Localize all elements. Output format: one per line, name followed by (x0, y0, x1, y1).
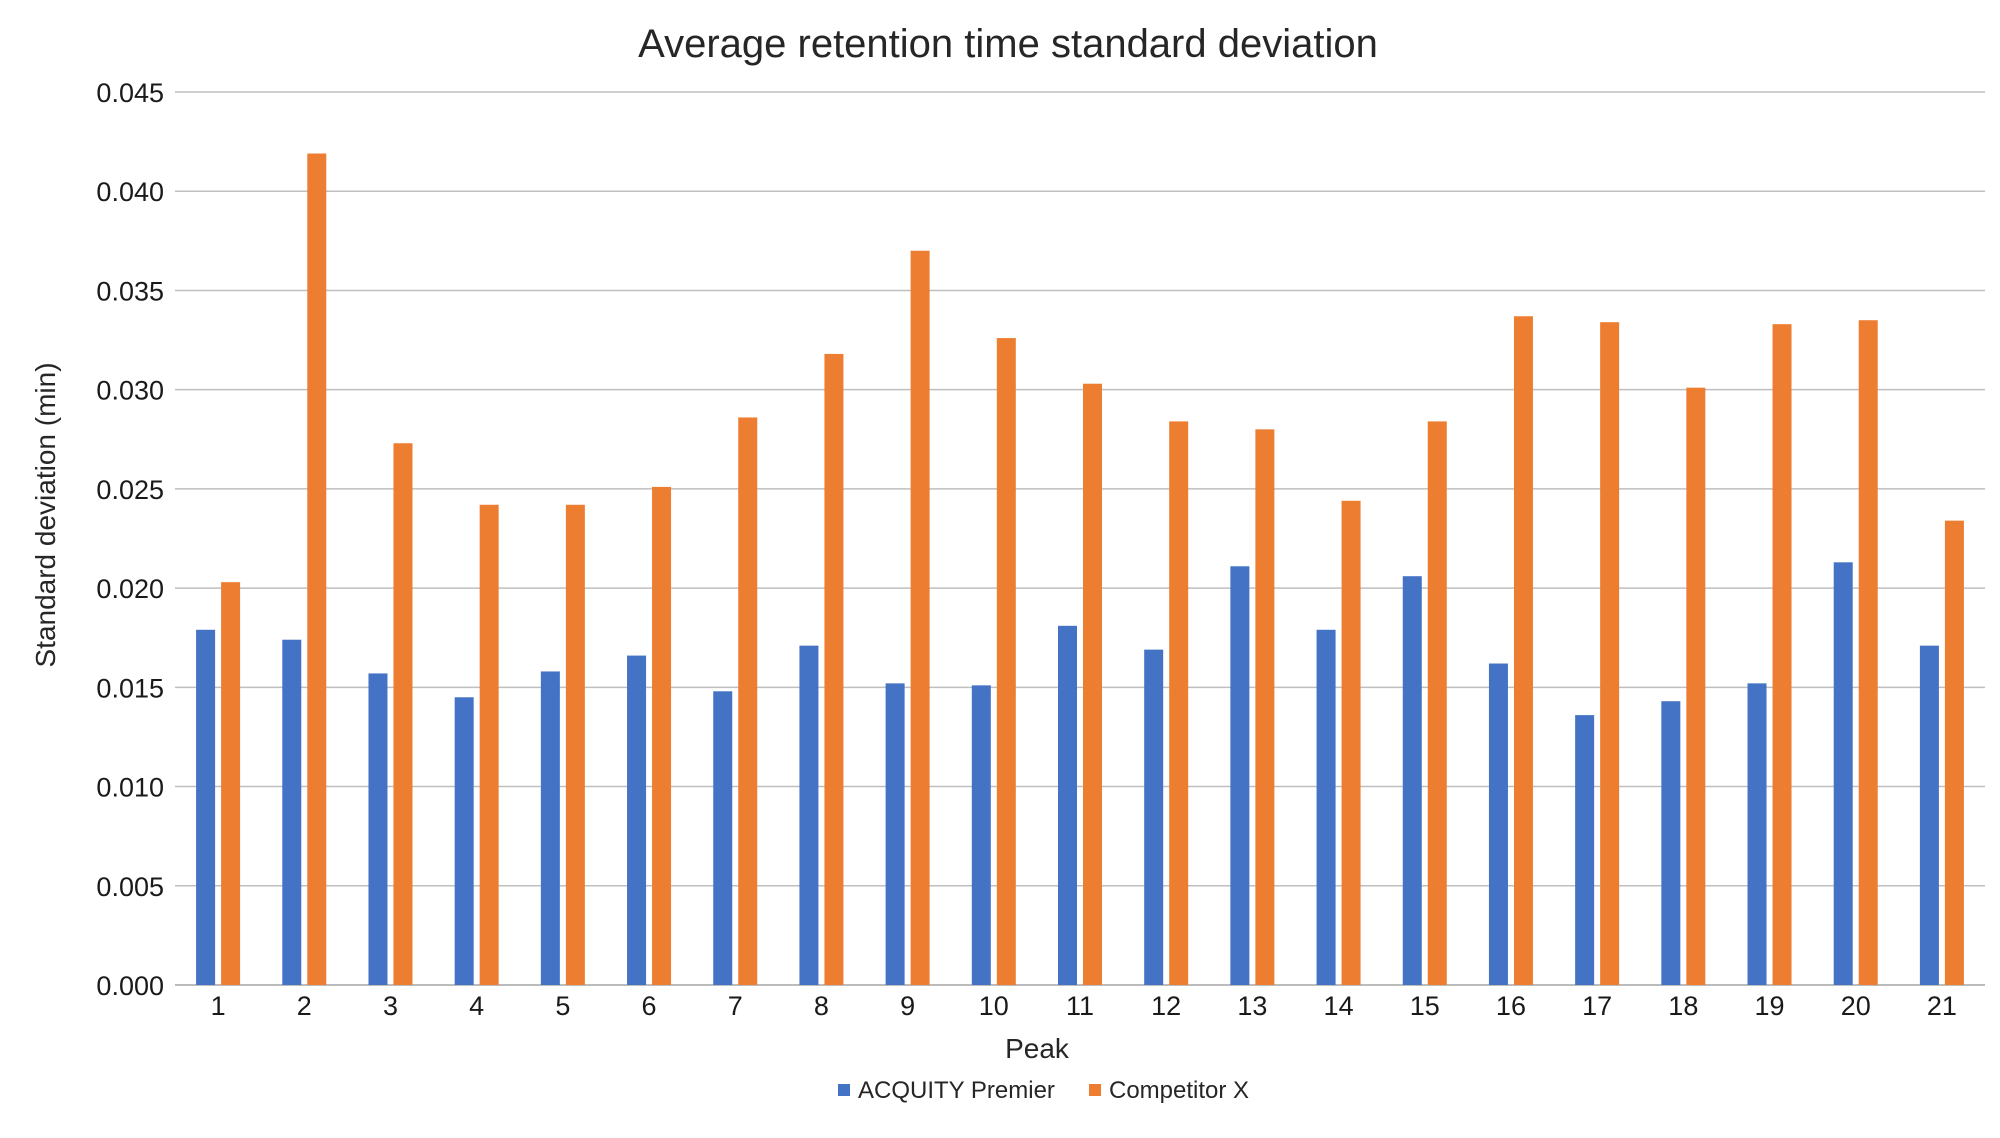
bar-competitor-x-peak-9 (910, 250, 930, 985)
x-tick-label: 14 (1324, 991, 1354, 1021)
bar-competitor-x-peak-16 (1513, 316, 1533, 986)
legend-label: Competitor X (1109, 1077, 1249, 1104)
bar-competitor-x-peak-18 (1686, 387, 1706, 985)
bar-competitor-x-peak-4 (479, 504, 499, 985)
x-tick-label: 3 (383, 991, 398, 1021)
bar-acquity-premier-peak-1 (196, 629, 216, 985)
x-tick-label: 6 (642, 991, 657, 1021)
bar-competitor-x-peak-1 (221, 582, 241, 985)
bar-competitor-x-peak-13 (1255, 429, 1275, 985)
x-axis-label: Peak (1005, 1033, 1070, 1064)
bar-competitor-x-peak-6 (652, 486, 672, 985)
x-tick-label: 15 (1410, 991, 1440, 1021)
bar-acquity-premier-peak-12 (1144, 649, 1164, 985)
bar-acquity-premier-peak-8 (799, 645, 819, 985)
bar-acquity-premier-peak-17 (1575, 715, 1595, 985)
x-tick-label: 18 (1668, 991, 1698, 1021)
bar-competitor-x-peak-20 (1858, 320, 1878, 985)
bar-acquity-premier-peak-9 (885, 683, 905, 985)
y-tick-label: 0.045 (96, 78, 164, 108)
x-tick-label: 2 (297, 991, 312, 1021)
x-tick-label: 10 (979, 991, 1009, 1021)
x-tick-label: 12 (1151, 991, 1181, 1021)
x-tick-label: 8 (814, 991, 829, 1021)
y-tick-label: 0.005 (96, 872, 164, 902)
bar-acquity-premier-peak-15 (1402, 576, 1422, 985)
y-tick-label: 0.000 (96, 971, 164, 1001)
x-axis-ticks: 1 2 3 4 5 6 7 8 9 10 11 12 13 14 15 16 17 18 19 20 21 (211, 991, 1957, 1021)
bar-acquity-premier-peak-16 (1488, 663, 1508, 985)
x-tick-label: 16 (1496, 991, 1526, 1021)
bar-competitor-x-peak-21 (1944, 520, 1964, 985)
bar-acquity-premier-peak-2 (282, 639, 302, 985)
x-tick-label: 21 (1927, 991, 1957, 1021)
bar-acquity-premier-peak-6 (627, 655, 647, 985)
bar-competitor-x-peak-11 (1083, 383, 1102, 985)
bar-competitor-x-peak-17 (1600, 322, 1620, 985)
y-tick-label: 0.030 (96, 376, 164, 406)
bar-acquity-premier-peak-7 (713, 691, 733, 985)
bar-acquity-premier-peak-13 (1230, 566, 1250, 985)
x-tick-label: 11 (1066, 991, 1094, 1021)
chart-title: Average retention time standard deviatio… (638, 22, 1378, 66)
bar-competitor-x-peak-19 (1772, 324, 1792, 985)
x-tick-label: 7 (728, 991, 743, 1021)
x-tick-label: 13 (1237, 991, 1267, 1021)
bar-acquity-premier-peak-3 (368, 673, 388, 985)
bar-acquity-premier-peak-20 (1833, 562, 1853, 985)
y-tick-label: 0.025 (96, 475, 164, 505)
x-tick-label: 4 (469, 991, 484, 1021)
bar-acquity-premier-peak-14 (1316, 629, 1336, 985)
bar-acquity-premier-peak-21 (1919, 645, 1939, 985)
bar-competitor-x-peak-12 (1169, 421, 1189, 985)
gridlines (175, 91, 1985, 986)
legend-swatch (838, 1084, 850, 1096)
y-tick-label: 0.010 (96, 773, 164, 803)
legend-label: ACQUITY Premier (858, 1077, 1055, 1104)
bar-competitor-x-peak-7 (738, 417, 758, 986)
bar-acquity-premier-peak-10 (971, 685, 991, 985)
bar-competitor-x-peak-2 (307, 153, 327, 986)
bar-acquity-premier-peak-5 (540, 671, 560, 985)
legend: ACQUITY Premier Competitor X (838, 1077, 1249, 1104)
bar-competitor-x-peak-8 (824, 353, 844, 985)
y-tick-label: 0.035 (96, 276, 164, 306)
bar-acquity-premier-peak-19 (1747, 683, 1767, 985)
y-axis-label: Standard deviation (min) (30, 362, 61, 667)
bars (196, 153, 1964, 986)
x-tick-label: 9 (900, 991, 915, 1021)
y-tick-label: 0.020 (96, 574, 164, 604)
bar-competitor-x-peak-14 (1341, 500, 1361, 985)
x-tick-label: 1 (211, 991, 226, 1021)
y-tick-label: 0.040 (96, 177, 164, 207)
x-tick-label: 5 (555, 991, 570, 1021)
bar-acquity-premier-peak-11 (1058, 625, 1077, 985)
bar-competitor-x-peak-15 (1427, 421, 1447, 985)
bar-competitor-x-peak-3 (393, 443, 413, 985)
bar-competitor-x-peak-10 (996, 338, 1016, 985)
legend-swatch (1089, 1084, 1101, 1096)
x-tick-label: 19 (1755, 991, 1785, 1021)
y-axis-ticks: 0.000 0.005 0.010 0.015 0.020 0.025 0.030 0.035… (96, 78, 164, 1001)
bar-acquity-premier-peak-4 (454, 697, 474, 985)
y-tick-label: 0.015 (96, 673, 164, 703)
x-tick-label: 20 (1841, 991, 1871, 1021)
bar-acquity-premier-peak-18 (1661, 701, 1681, 985)
x-tick-label: 17 (1582, 991, 1612, 1021)
bar-competitor-x-peak-5 (565, 504, 585, 985)
